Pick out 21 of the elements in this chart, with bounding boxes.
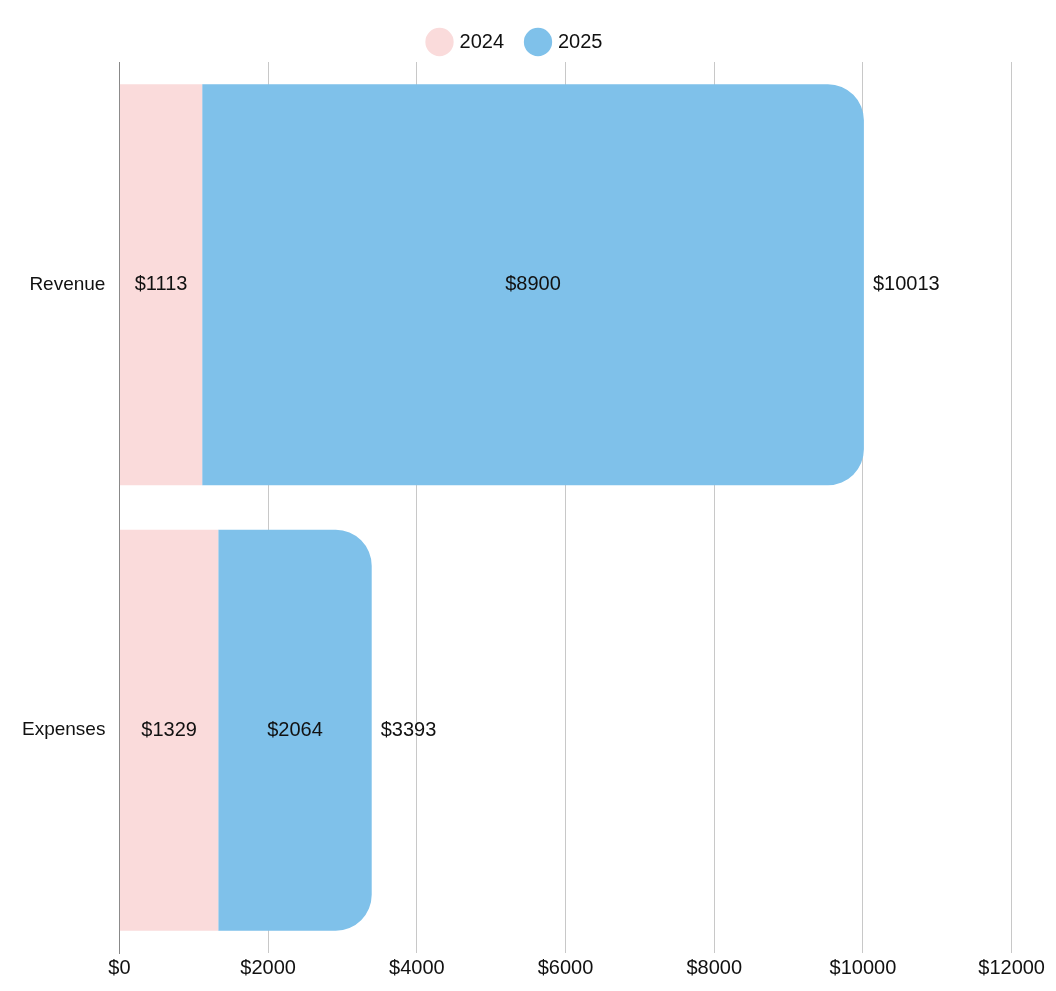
bar [202, 84, 864, 486]
x-tick-label: $8000 [686, 955, 743, 978]
x-tick-label: $0 [108, 955, 131, 978]
bar [218, 529, 372, 931]
y-tick-label: Revenue [29, 272, 106, 294]
x-tick-label: $2000 [240, 955, 296, 978]
total-label: $10013 [872, 272, 940, 295]
data-label: $8900 [505, 272, 561, 295]
total-label: $3393 [380, 717, 437, 740]
x-tick-label: $10000 [829, 955, 897, 978]
x-tick-label: $4000 [389, 955, 445, 978]
data-label: $2064 [267, 717, 323, 740]
x-tick-label: $6000 [537, 955, 594, 978]
x-tick-label: $12000 [978, 955, 1046, 978]
data-label: $1113 [134, 272, 188, 295]
legend-label: 2024 [459, 29, 505, 52]
bar [119, 84, 203, 486]
y-tick-label: Expenses [21, 718, 106, 740]
data-label: $1329 [141, 717, 197, 740]
bar [119, 529, 219, 931]
legend-label: 2025 [558, 29, 603, 52]
